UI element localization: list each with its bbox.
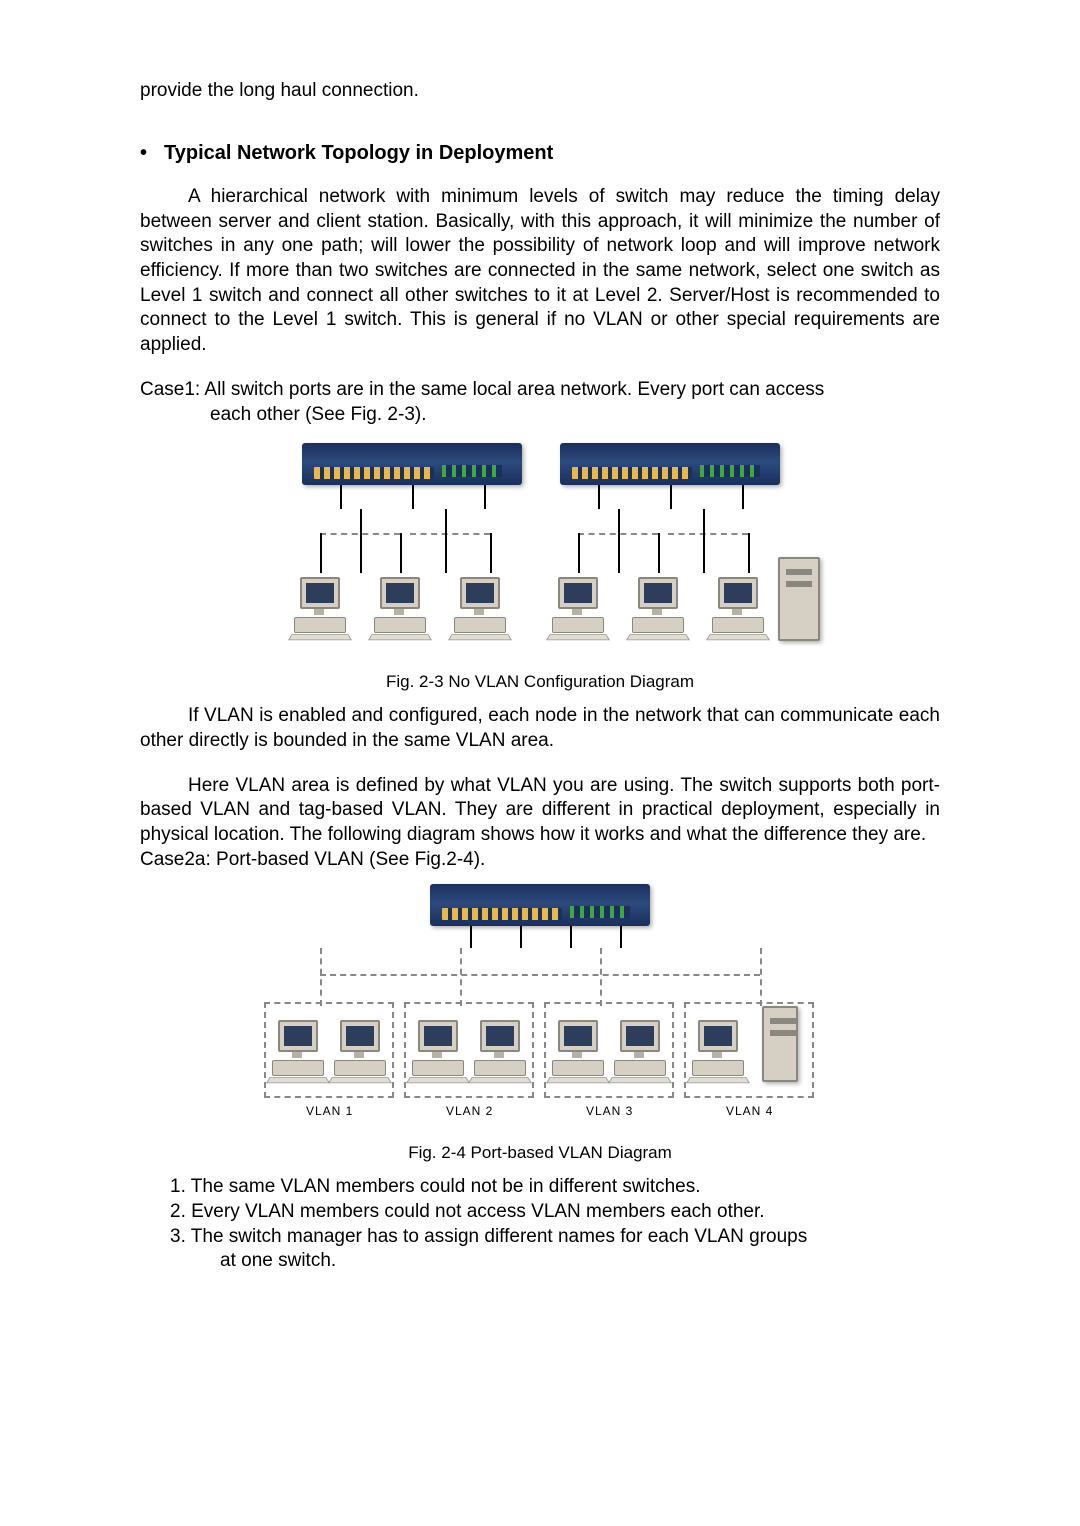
pc-icon xyxy=(334,1020,386,1082)
heading-text: Typical Network Topology in Deployment xyxy=(164,142,553,164)
list-item: 1. The same VLAN members could not be in… xyxy=(140,1175,940,1200)
fig-2-4-diagram: VLAN 1 VLAN 2 VLAN 3 VLAN 4 xyxy=(260,880,820,1128)
cable-line xyxy=(484,485,486,509)
cable-line xyxy=(340,485,342,509)
pc-icon xyxy=(614,1020,666,1082)
cable-line xyxy=(748,533,750,573)
server-tower-icon xyxy=(778,557,820,641)
cable-line xyxy=(320,533,322,573)
cable-dashed xyxy=(320,948,322,1006)
pc-icon xyxy=(632,577,684,639)
pc-icon xyxy=(692,1020,744,1082)
figure-2-4: VLAN 1 VLAN 2 VLAN 3 VLAN 4 xyxy=(140,880,940,1133)
cable-line xyxy=(620,926,622,948)
bullet-icon: • xyxy=(140,142,164,165)
pc-icon xyxy=(552,1020,604,1082)
vlan-label: VLAN 4 xyxy=(726,1104,773,1118)
cable-line xyxy=(578,533,580,573)
section-heading: •Typical Network Topology in Deployment xyxy=(140,142,940,165)
cable-line xyxy=(520,926,522,948)
cable-line xyxy=(742,485,744,509)
cable-dashed xyxy=(410,533,490,535)
pc-icon xyxy=(474,1020,526,1082)
case1-line1: Case1: All switch ports are in the same … xyxy=(140,379,824,400)
pc-icon xyxy=(454,577,506,639)
paragraph-hierarchical-network: A hierarchical network with minimum leve… xyxy=(140,185,940,358)
list-item-text: 3. The switch manager has to assign diff… xyxy=(170,1226,807,1247)
fig-2-4-caption: Fig. 2-4 Port-based VLAN Diagram xyxy=(140,1143,940,1163)
case2a-label: Case2a: Port-based VLAN (See Fig.2-4). xyxy=(140,848,940,873)
vlan-label: VLAN 2 xyxy=(446,1104,493,1118)
cable-dashed xyxy=(320,974,760,976)
cable-line xyxy=(445,509,447,573)
cable-line xyxy=(400,533,402,573)
cable-line xyxy=(598,485,600,509)
cable-line xyxy=(618,509,620,573)
list-item: 2. Every VLAN members could not access V… xyxy=(140,1200,940,1225)
pc-icon xyxy=(374,577,426,639)
case1-line2: each other (See Fig. 2-3). xyxy=(140,403,940,428)
pc-icon xyxy=(412,1020,464,1082)
cable-line xyxy=(670,485,672,509)
cable-dashed xyxy=(760,948,762,1006)
cable-line xyxy=(490,533,492,573)
cable-dashed xyxy=(668,533,748,535)
paragraph-vlan-enabled: If VLAN is enabled and configured, each … xyxy=(140,704,940,753)
cable-dashed xyxy=(600,948,602,1006)
intro-line: provide the long haul connection. xyxy=(140,80,940,102)
vlan-label: VLAN 3 xyxy=(586,1104,633,1118)
pc-icon xyxy=(712,577,764,639)
pc-icon xyxy=(294,577,346,639)
pc-icon xyxy=(272,1020,324,1082)
cable-dashed xyxy=(460,948,462,1006)
switch-icon xyxy=(302,443,522,485)
figure-2-3 xyxy=(140,437,940,662)
list-item: 3. The switch manager has to assign diff… xyxy=(140,1225,940,1274)
switch-icon xyxy=(560,443,780,485)
switch-icon xyxy=(430,884,650,926)
notes-list: 1. The same VLAN members could not be in… xyxy=(140,1175,940,1274)
cable-line xyxy=(360,509,362,573)
server-tower-icon xyxy=(762,1006,798,1082)
case1-label: Case1: All switch ports are in the same … xyxy=(140,378,940,427)
fig-2-3-diagram xyxy=(280,437,800,657)
cable-line xyxy=(412,485,414,509)
list-item-cont: at one switch. xyxy=(190,1249,336,1274)
pc-icon xyxy=(552,577,604,639)
paragraph-vlan-area: Here VLAN area is defined by what VLAN y… xyxy=(140,774,940,848)
cable-line xyxy=(658,533,660,573)
fig-2-3-caption: Fig. 2-3 No VLAN Configuration Diagram xyxy=(140,672,940,692)
cable-line xyxy=(570,926,572,948)
cable-line xyxy=(470,926,472,948)
cable-line xyxy=(703,509,705,573)
vlan-label: VLAN 1 xyxy=(306,1104,353,1118)
